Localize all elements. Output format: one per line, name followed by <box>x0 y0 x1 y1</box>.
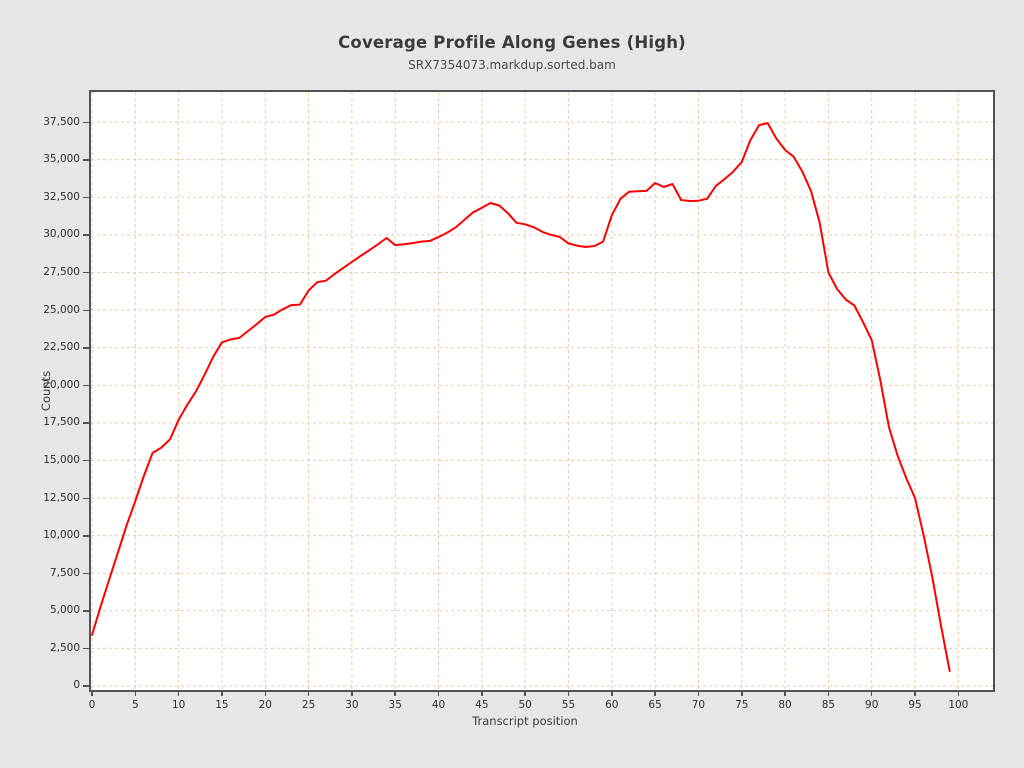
y-tick-label: 15,000 <box>43 453 80 466</box>
x-tick-mark <box>91 690 93 696</box>
x-tick-label: 40 <box>431 699 446 711</box>
x-tick-label: 50 <box>518 699 532 711</box>
chart-subtitle: SRX7354073.markdup.sorted.bam <box>408 58 616 72</box>
x-tick-mark <box>307 690 310 696</box>
y-tick-mark <box>83 685 89 687</box>
x-tick-label: 70 <box>691 699 706 711</box>
x-tick-label: 85 <box>821 699 836 711</box>
y-tick-mark <box>83 647 89 650</box>
x-tick-mark <box>697 690 700 696</box>
x-tick-mark <box>221 690 223 696</box>
x-tick-mark <box>351 690 353 696</box>
y-tick-label: 12,500 <box>43 491 80 504</box>
x-tick-label: 30 <box>345 699 359 711</box>
chart-title: Coverage Profile Along Genes (High) <box>338 33 686 52</box>
x-tick-mark <box>394 690 396 696</box>
y-tick-mark <box>83 271 89 274</box>
x-tick-mark <box>177 690 180 696</box>
y-tick-label: 32,500 <box>43 190 80 203</box>
y-tick-mark <box>83 610 89 612</box>
x-tick-label: 15 <box>215 699 229 711</box>
x-tick-label: 90 <box>865 699 879 711</box>
x-tick-mark <box>524 690 526 696</box>
x-tick-mark <box>870 690 873 696</box>
x-tick-mark <box>264 690 267 696</box>
y-tick-mark <box>83 309 89 312</box>
plot-area <box>91 92 993 690</box>
x-tick-label: 95 <box>908 699 922 711</box>
x-tick-label: 35 <box>388 699 402 711</box>
x-tick-mark <box>784 690 786 696</box>
coverage-line <box>91 122 951 672</box>
y-tick-label: 20,000 <box>43 378 80 391</box>
y-tick-label: 25,000 <box>43 303 80 316</box>
x-tick-mark <box>437 690 440 696</box>
y-tick-mark <box>83 497 89 500</box>
x-tick-mark <box>914 690 916 696</box>
x-tick-label: 10 <box>171 699 186 711</box>
y-tick-label: 35,000 <box>43 153 80 166</box>
x-tick-mark <box>481 690 483 696</box>
y-tick-label: 27,500 <box>43 265 80 278</box>
x-tick-label: 75 <box>735 699 749 711</box>
x-tick-mark <box>654 690 656 696</box>
y-tick-mark <box>83 159 89 161</box>
y-tick-label: 10,000 <box>43 529 80 542</box>
y-tick-label: 37,500 <box>43 115 80 128</box>
y-tick-label: 22,500 <box>43 341 80 354</box>
x-tick-label: 20 <box>258 699 272 711</box>
y-tick-label: 0 <box>73 679 80 692</box>
y-tick-mark <box>83 459 89 462</box>
x-tick-mark <box>741 690 743 696</box>
y-tick-mark <box>83 422 89 424</box>
y-tick-mark <box>83 347 89 349</box>
y-tick-mark <box>83 234 89 236</box>
x-tick-mark <box>827 690 830 696</box>
y-tick-mark <box>83 572 89 575</box>
y-tick-mark <box>83 384 89 387</box>
x-tick-mark <box>134 690 137 696</box>
y-tick-mark <box>83 535 89 537</box>
y-tick-mark <box>83 121 89 124</box>
y-tick-label: 2,500 <box>49 641 80 654</box>
x-tick-mark <box>957 690 960 696</box>
plot-frame <box>89 90 995 692</box>
x-tick-label: 45 <box>475 699 489 711</box>
x-tick-label: 65 <box>648 699 662 711</box>
y-tick-label: 7,500 <box>49 566 80 579</box>
x-tick-mark <box>567 690 570 696</box>
x-tick-label: 0 <box>88 699 96 711</box>
y-axis-label: Counts <box>39 370 53 412</box>
x-tick-label: 55 <box>561 699 576 711</box>
y-tick-label: 30,000 <box>43 228 80 241</box>
x-axis-label: Transcript position <box>472 714 578 728</box>
x-tick-label: 25 <box>301 699 316 711</box>
x-tick-label: 5 <box>131 699 139 711</box>
y-tick-label: 17,500 <box>43 416 80 429</box>
x-tick-label: 80 <box>778 699 792 711</box>
x-tick-label: 100 <box>948 699 969 711</box>
x-tick-label: 60 <box>605 699 619 711</box>
y-tick-label: 5,000 <box>49 604 80 617</box>
y-tick-mark <box>83 196 89 199</box>
x-tick-mark <box>611 690 613 696</box>
